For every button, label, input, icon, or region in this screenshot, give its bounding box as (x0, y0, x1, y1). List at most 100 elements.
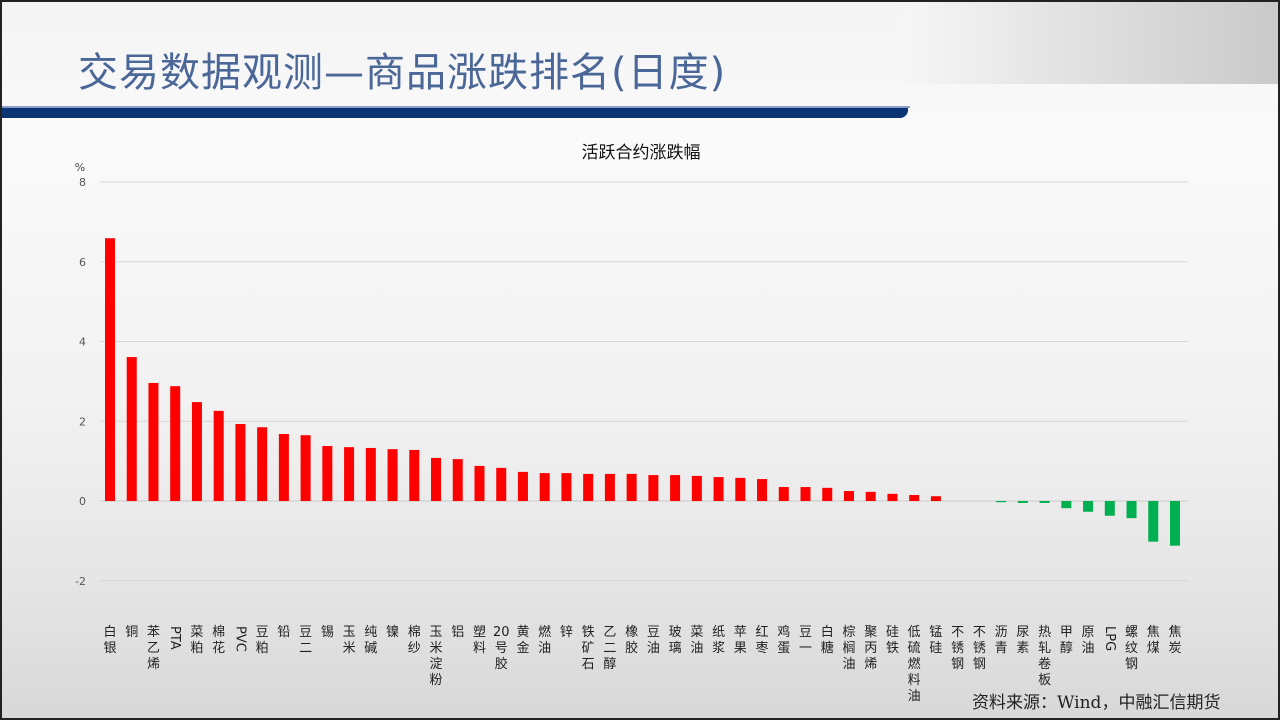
x-tick-label: 塑料 (473, 625, 486, 656)
bar (691, 475, 702, 501)
x-tick-label: 玉米淀粉 (430, 625, 443, 688)
x-tick-label: 焦煤 (1147, 625, 1160, 656)
bar (930, 496, 941, 501)
x-tick-label: 原油 (1082, 625, 1095, 656)
y-tick-label: 8 (79, 176, 86, 189)
source-note: 资料来源：Wind，中融汇信期货 (972, 693, 1221, 713)
bar (757, 479, 768, 501)
x-tick-label: 纸浆 (712, 625, 725, 656)
x-tick-label: 菜粕 (190, 625, 203, 656)
x-tick-label: 低硫燃料油 (908, 625, 921, 704)
bar (626, 473, 637, 501)
x-tick-label: 燃油 (538, 624, 551, 656)
x-tick-label: 黄金 (516, 625, 529, 656)
bar (1083, 501, 1094, 512)
x-tick-label: 热轧卷板 (1038, 625, 1051, 688)
x-tick-label: 玻璃 (669, 625, 682, 656)
x-tick-label: 玉米 (343, 625, 356, 656)
x-tick-label: 棉纱 (408, 625, 421, 656)
y-tick-label: -2 (75, 575, 86, 588)
x-tick-label: 纯碱 (364, 625, 377, 656)
x-tick-label: 苹果 (734, 625, 747, 656)
bar (322, 445, 333, 501)
x-tick-label: PVC (232, 626, 247, 652)
x-tick-label: PTA (167, 626, 182, 650)
y-tick-label: 6 (79, 256, 86, 269)
x-tick-label: 铝 (451, 625, 464, 640)
bar (1148, 501, 1159, 542)
x-tick-label: 铅 (277, 625, 290, 640)
bar (778, 487, 789, 501)
bar (148, 382, 159, 501)
x-tick-label: 焦炭 (1168, 625, 1181, 656)
x-tick-label: 20 号胶 (493, 625, 510, 672)
bar (822, 487, 833, 501)
x-tick-label: 铜 (125, 625, 138, 640)
bar (909, 495, 920, 501)
bar (278, 434, 289, 501)
bar (800, 487, 811, 501)
bar (387, 449, 398, 501)
bar (517, 471, 528, 501)
x-tick-label: 铁矿石 (582, 625, 595, 672)
bar (257, 427, 268, 501)
bar (648, 475, 659, 501)
bar (865, 491, 876, 501)
x-tick-label: 橡胶 (625, 625, 638, 656)
bar (561, 473, 572, 501)
chart-title: 活跃合约涨跌幅 (582, 143, 701, 163)
x-tick-label: LPG (1102, 626, 1117, 651)
x-tick-label: 镍 (386, 625, 399, 640)
bar (126, 357, 137, 501)
bar (191, 402, 202, 501)
bar (604, 473, 615, 501)
x-tick-label: 棉花 (212, 625, 225, 656)
bar (409, 449, 420, 501)
x-tick-label: 豆二 (299, 625, 312, 656)
y-tick-label: 2 (79, 415, 86, 428)
bar (1017, 501, 1028, 503)
bar (235, 424, 246, 501)
bar (170, 386, 181, 501)
x-tick-label: 豆一 (799, 625, 812, 656)
x-tick-label: 菜油 (690, 625, 703, 656)
bar (539, 473, 550, 501)
x-tick-label: 聚丙烯 (864, 625, 877, 672)
x-tick-label: 豆粕 (256, 625, 269, 656)
bar (1170, 501, 1180, 546)
x-tick-label: 白糖 (821, 624, 834, 656)
bar (670, 475, 681, 501)
page-title: 交易数据观测—商品涨跌排名(日度) (78, 50, 727, 96)
bar (1126, 501, 1137, 519)
x-tick-label: 红枣 (756, 624, 769, 656)
x-tick-label: 尿素 (1016, 625, 1029, 656)
bar (300, 435, 311, 501)
x-tick-label: 不锈钢 (973, 625, 986, 672)
x-tick-label: 苯乙烯 (147, 625, 160, 672)
x-tick-label: 豆油 (647, 625, 660, 656)
bar (452, 459, 463, 501)
decorative-band (902, 2, 1278, 84)
x-tick-label: 白银 (103, 624, 116, 656)
bar (496, 467, 507, 501)
x-tick-label: 锌 (560, 625, 573, 640)
y-tick-label: 4 (79, 336, 86, 349)
bar (1061, 501, 1072, 509)
bar (887, 493, 898, 501)
bar (344, 447, 355, 501)
bar (365, 447, 376, 501)
bar (583, 473, 594, 501)
x-tick-label: 硅铁 (886, 625, 899, 656)
bar (431, 457, 442, 501)
bar (213, 410, 224, 501)
x-tick-label: 棕榈油 (842, 625, 855, 672)
x-tick-label: 乙二醇 (603, 625, 616, 672)
x-tick-label: 鸡蛋 (777, 624, 790, 656)
title-divider-highlight (2, 106, 910, 108)
bar (843, 491, 854, 501)
title-divider (2, 108, 908, 118)
x-tick-label: 甲醇 (1060, 625, 1073, 656)
y-axis-label: % (75, 161, 85, 174)
x-tick-label: 不锈钢 (951, 625, 964, 672)
